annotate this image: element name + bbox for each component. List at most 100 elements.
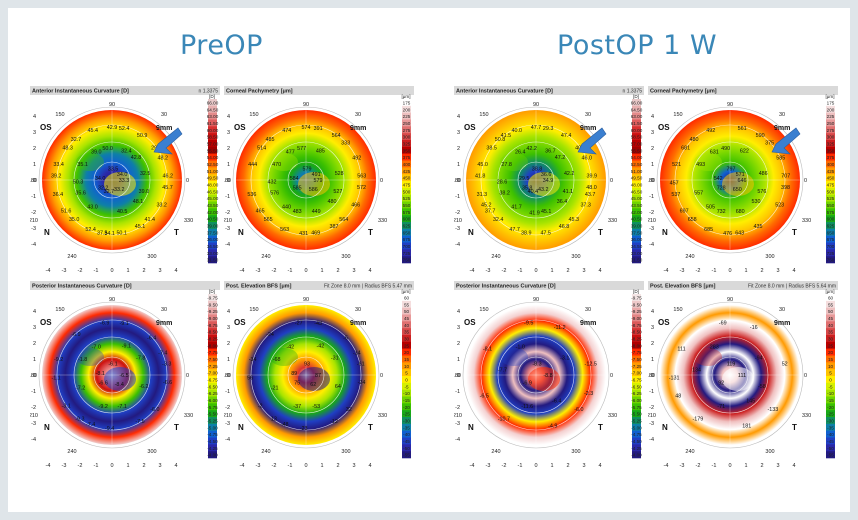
legend-value: -4.25: [631, 446, 642, 451]
legend-swatch: [208, 376, 217, 384]
angle-180: 180: [648, 373, 655, 379]
map-value: 36.4: [53, 192, 64, 198]
legend-unit: [D]: [633, 94, 639, 99]
legend-value: -35: [403, 425, 410, 430]
x-axis-tick: -1: [94, 268, 99, 274]
panel-header-bar: [648, 281, 838, 290]
x-axis-tick: 0: [534, 268, 537, 274]
map-value: 38.8: [532, 167, 543, 173]
legend-swatch: [402, 256, 411, 264]
map-value: -5: [343, 335, 348, 341]
y-axis-tick: 4: [227, 309, 230, 315]
legend-swatch: [208, 249, 217, 257]
legend-swatch: [632, 444, 641, 452]
y-axis-tick: 1: [651, 357, 654, 363]
legend-swatch: [632, 140, 641, 148]
map-value: 576: [757, 189, 766, 195]
map-value: 622: [740, 149, 749, 155]
y-axis-tick: 2: [457, 341, 460, 347]
map-value: 111: [738, 373, 746, 379]
map-value: -4.9: [548, 424, 557, 430]
x-axis-tick: -1: [518, 268, 523, 274]
legend-value: -6.75: [207, 378, 218, 383]
legend-swatch: [208, 307, 217, 315]
x-axis-tick: -2: [272, 268, 277, 274]
map-value: -7.8: [136, 356, 145, 362]
angle-150: 150: [479, 307, 488, 313]
map-value: 579: [314, 178, 323, 184]
legend-value: 750: [403, 258, 411, 263]
map-value: 477: [286, 149, 295, 155]
legend-swatch: [208, 437, 217, 445]
legend-value: -5.75: [207, 405, 218, 410]
legend-value: 45: [404, 316, 410, 321]
map-value: 42.2: [564, 171, 575, 177]
map-value: 681: [681, 146, 690, 152]
map-value: -11.2: [554, 325, 566, 331]
y-axis-tick: 0: [651, 178, 654, 184]
legend-swatch: [826, 160, 835, 168]
y-axis-tick: 2: [33, 341, 36, 347]
legend-value: 400: [403, 162, 411, 167]
legend-value: -6.25: [207, 391, 218, 396]
map-outer-ring: [462, 106, 610, 254]
legend-swatch: [826, 235, 835, 243]
map-value: 42.2: [526, 146, 537, 152]
map-value: -7.7: [498, 367, 507, 373]
map-value: -6.9: [71, 332, 80, 338]
legend-value: -4.00: [207, 453, 218, 458]
legend-value: 66.00: [631, 101, 643, 106]
y-axis-tick: 2: [33, 146, 36, 152]
angle-210: 210: [224, 218, 232, 224]
x-axis-tick: -4: [664, 268, 669, 274]
legend-swatch: [632, 335, 641, 343]
map-value: 50.9: [137, 133, 148, 139]
nasal-label: N: [468, 423, 474, 432]
nasal-label: N: [44, 228, 50, 237]
legend-swatch: [632, 112, 641, 120]
legend-swatch: [208, 222, 217, 230]
map-value: 466: [351, 203, 360, 209]
map-value: 42.8: [131, 155, 142, 161]
legend-swatch: [826, 119, 835, 127]
map-value: 565: [264, 217, 273, 223]
map-value: 563: [357, 173, 366, 179]
map-value: 50.1: [116, 230, 127, 236]
legend-value: 30: [828, 337, 834, 342]
legend-swatch: [208, 369, 217, 377]
legend-value: 63.00: [631, 114, 643, 119]
y-axis-tick: -3: [31, 421, 36, 427]
legend-value: 48.00: [631, 183, 643, 188]
legend-swatch: [208, 99, 217, 107]
legend-value: 55.50: [631, 148, 643, 153]
legend-value: 60: [828, 296, 834, 301]
x-axis-tick: -2: [272, 463, 277, 469]
map-value: 650: [733, 187, 742, 193]
panel-header-bar: [454, 281, 644, 290]
map-value: 13: [271, 417, 277, 423]
map-value: -6.9: [523, 381, 532, 387]
legend-value: 58.50: [207, 135, 219, 140]
angle-330: 330: [608, 218, 617, 224]
map-value: 32.4: [121, 149, 131, 155]
legend-swatch: [632, 126, 641, 134]
map-value: 465: [256, 209, 265, 215]
legend-swatch: [826, 348, 835, 356]
legend-swatch: [632, 215, 641, 223]
legend-swatch: [208, 314, 217, 322]
map-value: 45.4: [88, 128, 99, 134]
map-value: 45.3: [569, 217, 580, 223]
map-value: 134: [692, 367, 701, 373]
map-value: 514: [257, 146, 266, 152]
legend-swatch: [826, 187, 835, 195]
x-axis-tick: -4: [664, 463, 669, 469]
legend-swatch: [826, 222, 835, 230]
map-svg: Posterior Instantaneous Curvature [D] 90 1…: [454, 281, 644, 469]
legend-swatch: [632, 376, 641, 384]
legend-value: 40: [404, 323, 410, 328]
temporal-label: T: [598, 423, 603, 432]
legend-value: -8.75: [631, 323, 642, 328]
legend-swatch: [826, 181, 835, 189]
legend-value: 33.00: [207, 251, 219, 256]
map-value: -43: [314, 321, 322, 327]
